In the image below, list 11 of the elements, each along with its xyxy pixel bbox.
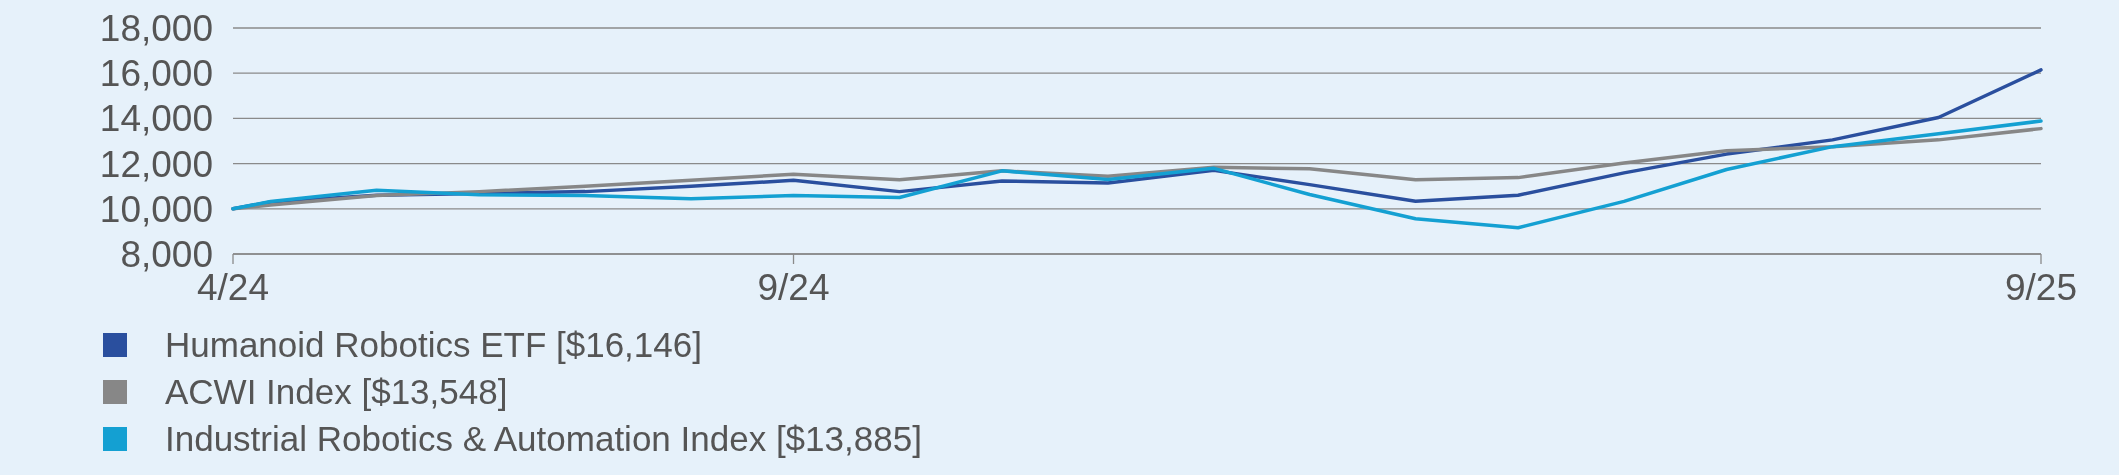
y-tick-label: 14,000 <box>99 98 213 140</box>
line-series <box>231 119 2043 230</box>
legend-label: ACWI Index [$13,548] <box>165 372 508 412</box>
y-tick-label: 12,000 <box>99 143 213 185</box>
legend-label: Humanoid Robotics ETF [$16,146] <box>165 325 702 365</box>
x-tick-label: 9/25 <box>2004 267 2078 308</box>
y-tick-label: 18,000 <box>99 7 213 49</box>
legend-label: Industrial Robotics & Automation Index [$13,885] <box>165 419 922 459</box>
y-tick-label: 16,000 <box>99 53 213 95</box>
x-tick-label: 9/24 <box>757 267 830 308</box>
y-tick-label: 10,000 <box>99 188 213 230</box>
